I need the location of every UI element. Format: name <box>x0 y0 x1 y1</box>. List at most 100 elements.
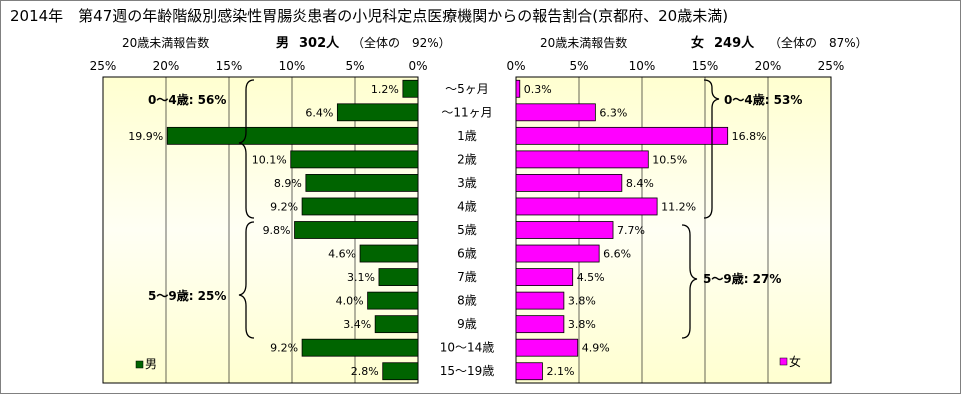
female-bar <box>515 268 574 286</box>
male-x-tick-label: 25% <box>90 59 117 73</box>
female-x-tick-label: 0% <box>506 59 525 73</box>
male-bar <box>336 103 419 122</box>
male-bar-label: 1.2% <box>371 83 399 96</box>
category-label: 1歳 <box>457 129 477 143</box>
male-bar <box>402 79 419 98</box>
female-bar <box>515 221 614 239</box>
female-bar-label: 4.5% <box>577 271 605 284</box>
female-annotation-0-4: 0～4歳: 53% <box>724 92 802 107</box>
female-bar <box>515 244 600 263</box>
male-x-tick-label: 5% <box>345 59 364 73</box>
male-bar-label: 3.4% <box>343 318 371 331</box>
male-bar-label: 9.8% <box>263 224 291 237</box>
male-bar-label: 9.2% <box>270 200 298 213</box>
female-brace-5-9 <box>681 224 698 339</box>
male-bar <box>301 338 419 357</box>
female-bar-label: 4.9% <box>582 342 610 355</box>
male-bar <box>378 268 419 286</box>
male-bar <box>374 315 419 334</box>
male-header-ratio: （全体の 92%） <box>352 35 451 50</box>
female-header-name: 女 <box>691 35 704 51</box>
male-bar-label: 2.8% <box>351 365 379 378</box>
female-annotation-5-9: 5～9歳: 27% <box>703 271 781 286</box>
female-bar <box>515 362 543 381</box>
male-bar-label: 4.6% <box>328 248 356 261</box>
male-bar <box>367 291 419 310</box>
female-bar <box>515 103 596 122</box>
bars <box>166 79 729 381</box>
female-bar-label: 2.1% <box>546 365 574 378</box>
female-x-tick-label: 20% <box>755 59 782 73</box>
male-annotation-0-4: 0～4歳: 56% <box>148 92 226 107</box>
female-x-tick-label: 15% <box>692 59 719 73</box>
female-bar-label: 0.3% <box>524 83 552 96</box>
male-legend-label: 男 <box>145 357 157 371</box>
male-bar-label: 10.1% <box>252 153 287 166</box>
category-label: 7歳 <box>457 270 477 284</box>
male-bar-label: 3.1% <box>347 271 375 284</box>
male-x-tick-label: 10% <box>279 59 306 73</box>
male-x-tick-label: 20% <box>153 59 180 73</box>
male-bar <box>359 244 419 263</box>
chart-title: 2014年 第47週の年齢階級別感染性胃腸炎患者の小児科定点医療機関からの報告割… <box>10 7 728 25</box>
female-bar <box>515 315 565 334</box>
male-header-name: 男 <box>276 36 289 51</box>
female-bar-label: 6.3% <box>599 106 627 119</box>
category-labels: ～5ヶ月 ～11ヶ月 1歳 2歳 3歳 4歳 5歳 6歳 7歳 8歳 9歳 10～14歳 15～19歳 <box>440 82 495 378</box>
male-header-left: 20歳未満報告数 <box>122 35 209 50</box>
female-bar-label: 11.2% <box>661 200 696 213</box>
male-bar <box>166 126 419 145</box>
category-label: ～11ヶ月 <box>441 105 492 119</box>
female-bar-label: 10.5% <box>652 153 687 166</box>
male-annotation-5-9: 5～9歳: 25% <box>148 288 226 303</box>
female-x-tick-label: 10% <box>629 59 656 73</box>
male-bar-label: 19.9% <box>128 130 163 143</box>
male-brace-5-9 <box>238 221 255 339</box>
category-label: 8歳 <box>457 294 477 308</box>
female-header-ratio: （全体の 87%） <box>769 35 868 50</box>
category-label: 10～14歳 <box>440 341 495 355</box>
female-bar-label: 8.4% <box>626 177 654 190</box>
female-bar <box>515 174 623 192</box>
male-bar <box>382 362 419 381</box>
category-label: ～5ヶ月 <box>445 82 489 96</box>
female-bar-label: 3.8% <box>568 318 596 331</box>
female-header-count: 249人 <box>714 35 755 51</box>
male-bar-label: 9.2% <box>270 342 298 355</box>
female-brace-0-4 <box>703 79 720 219</box>
male-bar-label: 6.4% <box>305 106 333 119</box>
female-bar <box>515 197 658 216</box>
female-bar-label: 6.6% <box>603 248 631 261</box>
category-label: 15～19歳 <box>440 364 495 378</box>
female-bar <box>515 338 579 357</box>
category-label: 2歳 <box>457 152 477 166</box>
female-x-tick-label: 5% <box>569 59 588 73</box>
female-bar <box>515 126 729 145</box>
category-label: 6歳 <box>457 247 477 261</box>
female-bar <box>515 79 521 98</box>
female-bar <box>515 150 649 169</box>
female-legend-label: 女 <box>789 354 801 369</box>
category-label: 5歳 <box>457 223 477 237</box>
female-legend-swatch <box>779 357 788 366</box>
male-bar-label: 8.9% <box>274 177 302 190</box>
male-bar <box>301 197 419 216</box>
female-bar <box>515 291 565 310</box>
male-x-tick-label: 0% <box>408 59 427 73</box>
female-bar-label: 3.8% <box>568 295 596 308</box>
male-x-tick-label: 15% <box>216 59 243 73</box>
male-bar-label: 4.0% <box>336 295 364 308</box>
category-label: 3歳 <box>457 176 477 190</box>
male-legend-swatch <box>135 360 144 369</box>
female-bar-label: 16.8% <box>732 130 767 143</box>
male-bar <box>290 150 419 169</box>
female-header-left: 20歳未満報告数 <box>540 35 627 50</box>
male-brace-0-4 <box>238 79 255 219</box>
male-bar <box>305 174 419 192</box>
female-bar-label: 7.7% <box>617 224 645 237</box>
male-header-count: 302人 <box>299 35 340 51</box>
bar-labels: 1.2% 0.3% 6.4% 6.3% 19.9% 16.8% 10.1% 10.5% 8.9%… <box>128 83 766 378</box>
category-label: 4歳 <box>457 199 477 213</box>
female-x-tick-label: 25% <box>818 59 845 73</box>
